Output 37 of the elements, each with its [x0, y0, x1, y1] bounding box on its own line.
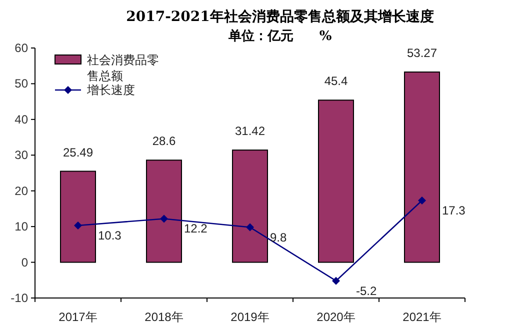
chart-subtitle: 单位：亿元 %	[227, 28, 332, 44]
bar	[232, 150, 268, 263]
point	[246, 223, 254, 232]
y-tick-label: 60	[14, 41, 28, 55]
bar	[60, 170, 96, 263]
legend-label: 增长速度	[86, 83, 135, 97]
legend-label: 社会消费品零售总额	[87, 53, 159, 83]
point	[74, 222, 82, 230]
data-label: -5.2	[356, 284, 378, 298]
y-tick-label: 50	[14, 76, 28, 91]
data-label: 12.2	[184, 222, 208, 236]
y-tick-label: -10	[10, 291, 28, 305]
data-label: 10.3	[98, 228, 122, 242]
y-tick-label: 20	[14, 184, 28, 198]
data-label: 9.8	[270, 230, 288, 244]
data-label: 45.4	[324, 74, 348, 88]
data-label: 31.42	[234, 124, 266, 138]
data-label: 28.6	[152, 134, 176, 148]
bar	[404, 72, 440, 263]
point	[332, 276, 340, 285]
x-tick-label: 2020年	[316, 310, 356, 324]
x-tick-label: 2021年	[402, 310, 442, 324]
y-tick-label: 0	[21, 255, 28, 270]
data-label: 17.3	[442, 204, 466, 218]
point	[418, 196, 426, 204]
x-tick-label: 2019年	[230, 310, 270, 324]
data-label: 53.27	[406, 46, 438, 60]
y-tick-label: 10	[14, 220, 28, 234]
data-label: 25.49	[62, 145, 94, 160]
bar	[146, 160, 182, 263]
chart-title: 2017-2021年社会消费品零售总额及其增长速度	[126, 8, 434, 25]
y-tick-label: 40	[14, 112, 28, 126]
point	[160, 214, 168, 223]
y-tick-label: 30	[14, 148, 28, 162]
bar	[318, 100, 354, 263]
x-tick-label: 2017年	[58, 310, 98, 324]
x-tick-label: 2018年	[144, 310, 184, 324]
